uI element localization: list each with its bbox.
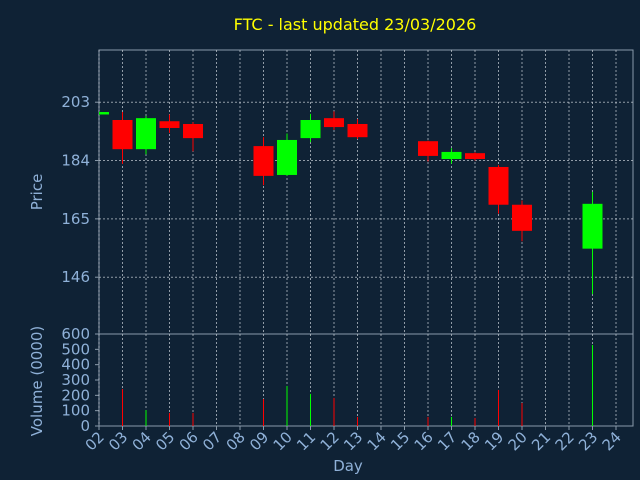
candle-body [277, 139, 297, 175]
y-tick-label: 184 [61, 152, 90, 170]
y-axis-label: Price [28, 174, 46, 211]
volume-tick-label: 300 [61, 371, 90, 389]
y-tick-label: 146 [61, 268, 90, 286]
volume-bars [122, 345, 593, 426]
y-tick-label: 165 [61, 210, 90, 228]
volume-bar [498, 389, 499, 426]
candle-body [112, 120, 133, 150]
volume-axis-label: Volume (0000) [28, 326, 46, 436]
volume-bar [192, 412, 194, 426]
volume-tick-label: 100 [61, 402, 90, 420]
volume-tick-label: 500 [61, 340, 90, 358]
candle-body [324, 118, 344, 128]
candle-body [441, 151, 462, 159]
candle-body [418, 141, 438, 156]
volume-bar [263, 399, 264, 426]
candle-body [488, 166, 509, 205]
volume-bar [474, 418, 476, 426]
candle-body [582, 203, 603, 249]
volume-bar [169, 412, 170, 426]
volume-bar [286, 385, 288, 426]
candle-body [347, 123, 368, 138]
volume-bar [451, 416, 452, 426]
chart-title: FTC - last updated 23/03/2026 [234, 15, 477, 34]
volume-bar [145, 410, 147, 426]
candle-body [159, 121, 180, 128]
volume-tick-label: 200 [61, 386, 90, 404]
volume-tick-label: 400 [61, 356, 90, 374]
candles [99, 111, 603, 295]
candle-body [183, 123, 203, 139]
x-axis-label: Day [333, 457, 363, 475]
volume-tick-label: 0 [80, 417, 90, 435]
volume-bar [357, 416, 358, 426]
volume-bar [122, 389, 123, 426]
candle-body [136, 118, 156, 150]
candle-body [99, 112, 109, 115]
candle-body [300, 120, 321, 139]
candle-body [465, 153, 485, 159]
volume-bar [333, 397, 335, 426]
volume-bar [592, 345, 593, 426]
y-tick-label: 203 [61, 93, 90, 111]
volume-tick-label: 600 [61, 325, 90, 343]
candle-body [512, 204, 532, 231]
volume-bar [427, 416, 429, 426]
volume-bar [521, 403, 523, 426]
volume-bar [310, 393, 311, 426]
candle-body [253, 146, 274, 176]
